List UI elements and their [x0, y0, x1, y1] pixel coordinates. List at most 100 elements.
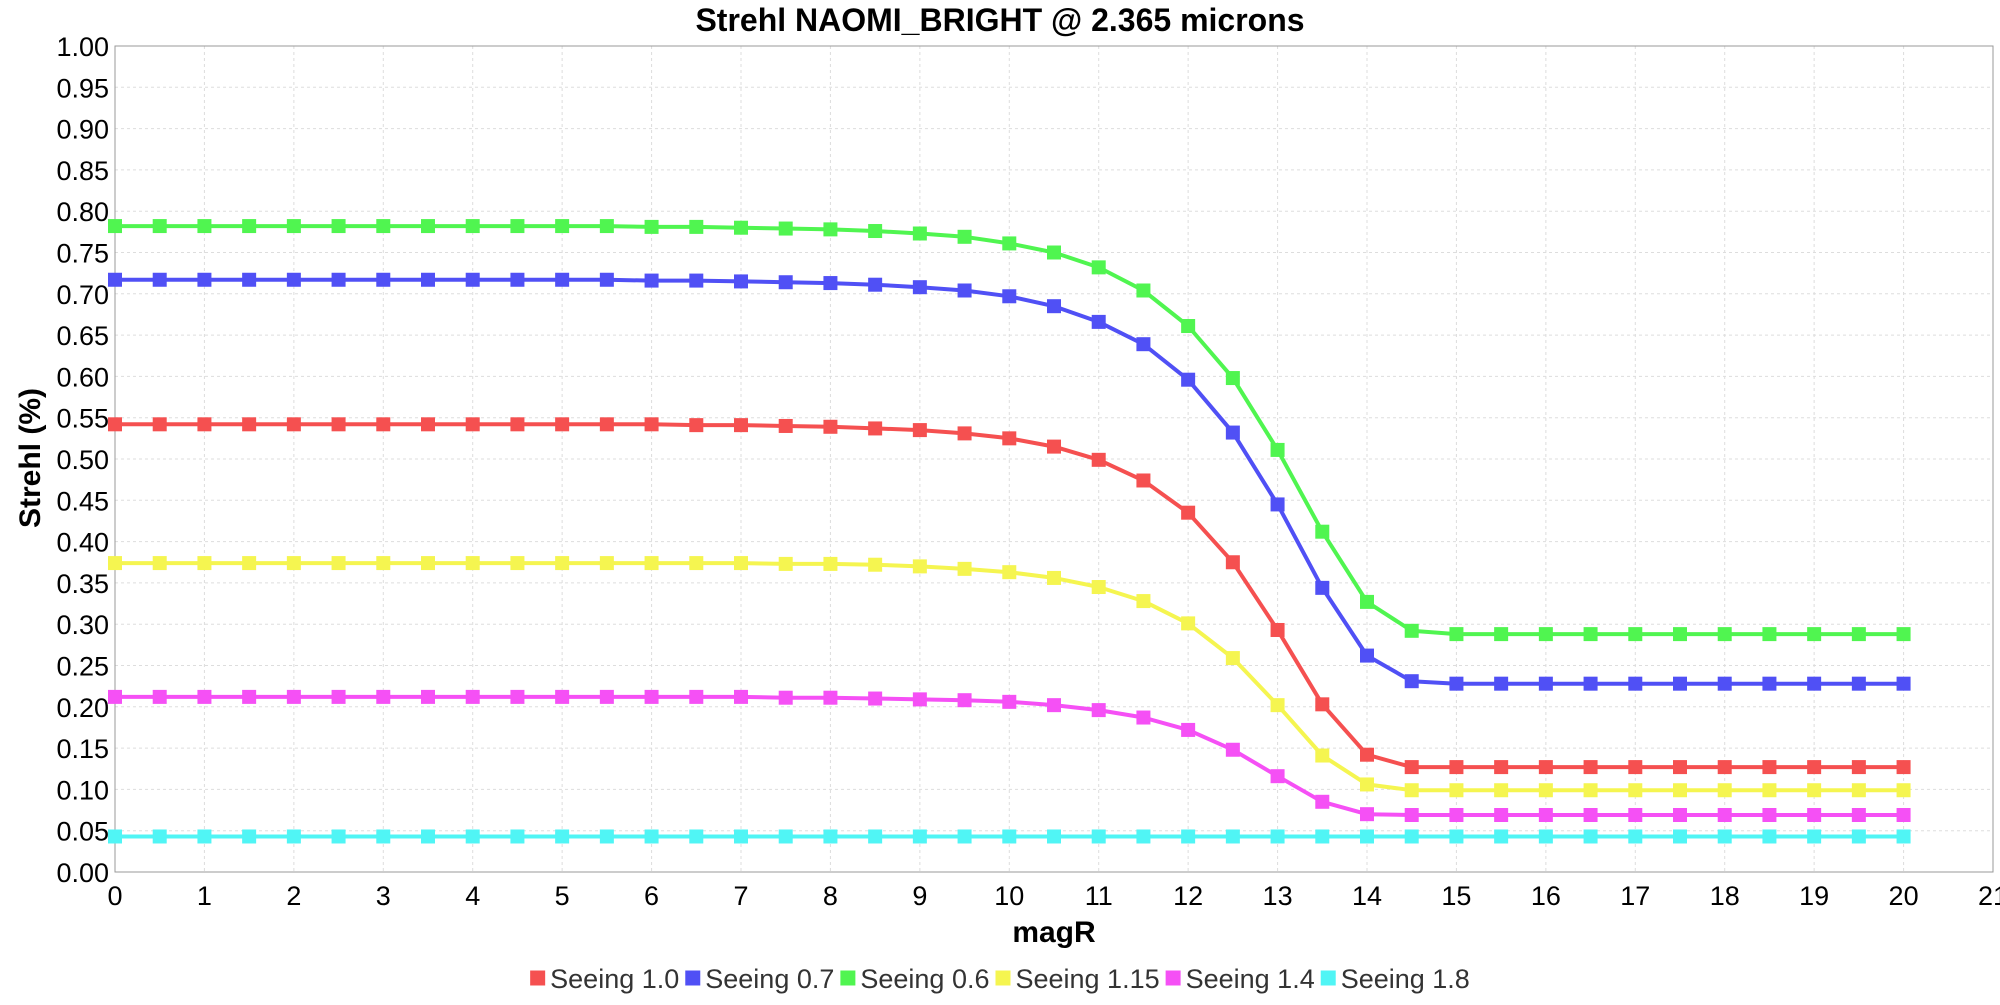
data-point — [868, 277, 883, 292]
data-point — [912, 280, 927, 295]
data-point — [152, 689, 167, 704]
data-point — [868, 557, 883, 572]
data-point — [1673, 760, 1687, 775]
data-point — [1851, 760, 1866, 775]
data-point — [1762, 808, 1777, 823]
legend-label: Seeing 1.15 — [1015, 964, 1159, 994]
data-point — [1762, 760, 1777, 775]
data-point — [108, 219, 122, 234]
data-point — [1315, 697, 1330, 712]
data-point — [1091, 314, 1106, 329]
data-point — [1494, 808, 1509, 823]
data-point — [1315, 524, 1330, 539]
data-point — [778, 221, 793, 236]
x-tick-label: 10 — [994, 881, 1024, 911]
data-point — [421, 689, 435, 704]
data-point — [1896, 676, 1911, 691]
x-tick-label: 16 — [1531, 881, 1561, 911]
data-point — [510, 829, 525, 844]
data-point — [957, 426, 972, 441]
data-point — [1270, 698, 1285, 713]
data-point — [689, 556, 704, 571]
data-point — [1091, 260, 1106, 275]
data-point — [108, 829, 122, 844]
data-point — [957, 693, 972, 708]
y-tick-label: 0.30 — [56, 610, 109, 640]
data-point — [465, 829, 480, 844]
data-point — [242, 272, 257, 287]
data-point — [421, 829, 435, 844]
y-axis-ticks: 0.00 0.05 0.10 0.15 0.20 0.25 0.30 0.35 0.40 0.45… — [56, 32, 109, 888]
data-point — [1762, 783, 1777, 798]
x-tick-label: 1 — [197, 881, 212, 911]
data-point — [644, 829, 659, 844]
x-tick-label: 6 — [644, 881, 659, 911]
data-point — [1225, 742, 1240, 757]
data-point — [108, 272, 122, 287]
data-point — [1315, 580, 1330, 595]
data-point — [868, 691, 883, 706]
y-tick-label: 0.75 — [56, 239, 109, 269]
y-tick-label: 0.45 — [56, 486, 109, 516]
data-point — [286, 689, 301, 704]
data-point — [823, 222, 838, 237]
data-point — [1449, 829, 1464, 844]
legend-item: Seeing 1.4 — [1165, 964, 1315, 994]
data-point — [331, 829, 346, 844]
legend-label: Seeing 1.8 — [1341, 964, 1470, 994]
data-point — [1404, 829, 1419, 844]
data-point — [376, 417, 391, 432]
data-point — [1628, 808, 1643, 823]
x-tick-label: 14 — [1352, 881, 1382, 911]
data-point — [644, 417, 659, 432]
data-point — [331, 417, 346, 432]
data-point — [376, 829, 391, 844]
x-axis-label: magR — [1012, 916, 1096, 949]
data-point — [778, 418, 793, 433]
data-point — [152, 829, 167, 844]
x-tick-label: 9 — [912, 881, 927, 911]
data-point — [1538, 676, 1553, 691]
data-point — [376, 689, 391, 704]
data-point — [152, 556, 167, 571]
data-point — [778, 556, 793, 571]
data-point — [465, 556, 480, 571]
data-point — [1315, 794, 1330, 809]
y-tick-label: 0.55 — [56, 404, 109, 434]
data-point — [912, 829, 927, 844]
data-point — [1002, 289, 1017, 304]
data-point — [331, 272, 346, 287]
data-point — [1047, 439, 1061, 454]
data-point — [510, 689, 525, 704]
data-point — [912, 692, 927, 707]
x-tick-label: 8 — [823, 881, 838, 911]
data-point — [1628, 760, 1643, 775]
legend-item: Seeing 0.7 — [685, 964, 834, 994]
y-tick-label: 0.85 — [56, 156, 109, 186]
data-point — [1002, 829, 1017, 844]
x-tick-label: 18 — [1710, 881, 1740, 911]
data-point — [734, 689, 748, 704]
data-point — [778, 690, 793, 705]
legend-swatch — [530, 970, 546, 986]
legend-swatch — [1320, 970, 1336, 986]
data-point — [599, 556, 614, 571]
data-point — [331, 689, 346, 704]
data-point — [421, 556, 435, 571]
data-point — [510, 556, 525, 571]
data-point — [242, 829, 257, 844]
legend-label: Seeing 1.4 — [1186, 964, 1315, 994]
data-point — [1583, 760, 1598, 775]
y-tick-label: 0.00 — [56, 858, 109, 888]
data-point — [1315, 748, 1330, 763]
data-point — [1717, 829, 1732, 844]
data-point — [823, 419, 838, 434]
data-point — [734, 220, 748, 235]
data-point — [1851, 783, 1866, 798]
data-point — [778, 275, 793, 290]
data-point — [1404, 623, 1419, 638]
y-tick-label: 0.80 — [56, 197, 109, 227]
y-tick-label: 0.70 — [56, 280, 109, 310]
data-point — [1851, 627, 1866, 642]
